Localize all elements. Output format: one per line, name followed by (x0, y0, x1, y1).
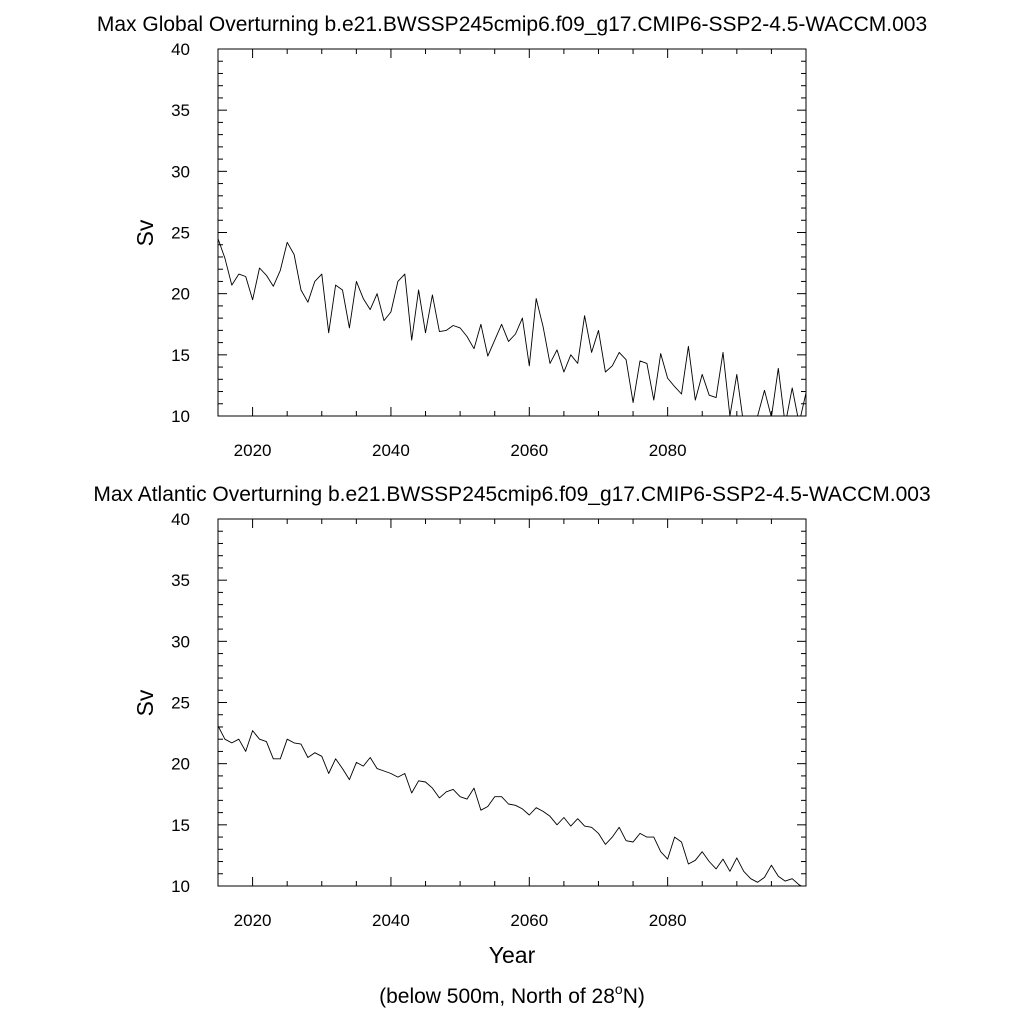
x-tick-label: 2020 (234, 441, 272, 460)
global-y-axis-label: Sv (132, 219, 158, 246)
x-tick-label: 2080 (649, 911, 687, 930)
y-tick-label: 25 (171, 224, 190, 243)
x-tick-label: 2040 (372, 911, 410, 930)
region-note: (below 500m, North of 28oN) (379, 981, 645, 1008)
atlantic-y-axis-label: Sv (132, 689, 158, 716)
global-chart-title: Max Global Overturning b.e21.BWSSP245cmi… (97, 13, 927, 36)
y-tick-label: 30 (171, 162, 190, 181)
atlantic-overturning-panel: Max Atlantic Overturning b.e21.BWSSP245c… (93, 483, 930, 1008)
x-tick-label: 2040 (372, 441, 410, 460)
plot-frame (217, 518, 807, 887)
atlantic-chart-title: Max Atlantic Overturning b.e21.BWSSP245c… (93, 483, 930, 506)
x-tick-label: 2020 (234, 911, 272, 930)
y-tick-label: 40 (171, 510, 190, 529)
x-tick-label: 2080 (649, 441, 687, 460)
y-tick-label: 30 (171, 632, 190, 651)
y-tick-label: 20 (171, 755, 190, 774)
global-plot-area: 2020 2040 2060 2080 10 15 20 25 30 35 40 (171, 40, 807, 460)
x-tick-label: 2060 (510, 441, 548, 460)
y-tick-label: 20 (171, 285, 190, 304)
y-tick-label: 10 (171, 877, 190, 896)
x-axis-label: Year (489, 942, 536, 968)
series-line (218, 238, 806, 416)
y-tick-label: 15 (171, 346, 190, 365)
y-tick-label: 35 (171, 571, 190, 590)
y-tick-label: 25 (171, 694, 190, 713)
y-tick-label: 35 (171, 101, 190, 120)
x-tick-label: 2060 (510, 911, 548, 930)
y-tick-label: 10 (171, 407, 190, 426)
global-overturning-panel: Max Global Overturning b.e21.BWSSP245cmi… (97, 13, 927, 460)
atlantic-plot-area: 2020 2040 2060 2080 10 15 20 25 30 35 40 (171, 510, 807, 930)
y-tick-label: 15 (171, 816, 190, 835)
plot-frame (217, 48, 807, 417)
y-tick-label: 40 (171, 40, 190, 59)
series-line (218, 725, 803, 886)
